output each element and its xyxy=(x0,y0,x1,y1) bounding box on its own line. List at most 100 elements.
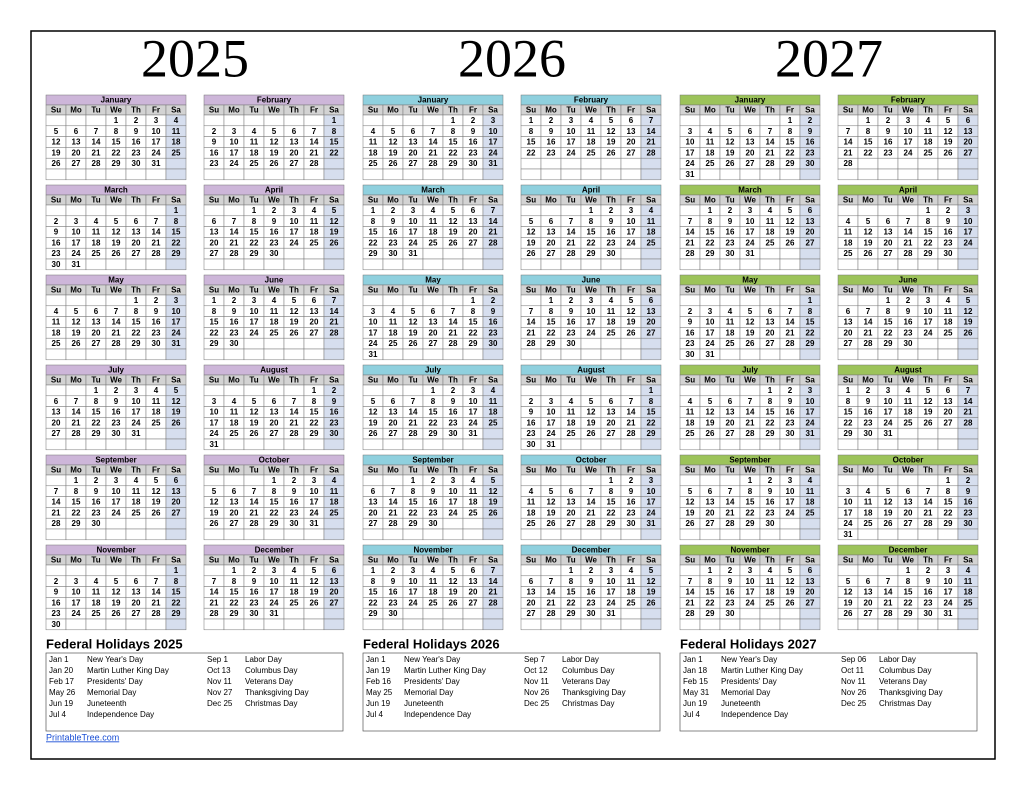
day-number: 11 xyxy=(567,408,576,417)
day-number: 1 xyxy=(846,386,851,395)
day-number: 27 xyxy=(547,249,556,258)
day-number: 4 xyxy=(708,127,713,136)
day-cell xyxy=(580,474,602,487)
day-number: 18 xyxy=(270,318,279,327)
day-number: 28 xyxy=(686,249,695,258)
day-number: 24 xyxy=(72,609,81,618)
day-cell xyxy=(203,348,225,361)
day-number: 7 xyxy=(154,217,159,226)
day-cell xyxy=(263,384,285,397)
day-number: 9 xyxy=(926,577,931,586)
weekday-label: Fr xyxy=(152,376,160,385)
day-number: 2 xyxy=(886,116,891,125)
day-cell xyxy=(520,348,542,361)
day-number: 9 xyxy=(94,487,99,496)
day-number: 2 xyxy=(114,386,119,395)
day-number: 28 xyxy=(250,519,259,528)
day-cell xyxy=(560,348,582,361)
day-number: 11 xyxy=(389,318,398,327)
day-number: 13 xyxy=(746,138,755,147)
day-cell xyxy=(897,348,919,361)
day-number: 21 xyxy=(449,328,458,337)
day-number: 27 xyxy=(469,598,478,607)
day-cell xyxy=(739,438,761,451)
day-number: 20 xyxy=(132,238,141,247)
day-number: 13 xyxy=(904,498,913,507)
day-cell xyxy=(65,528,87,541)
day-number: 14 xyxy=(489,577,498,586)
day-number: 11 xyxy=(250,138,259,147)
day-number: 25 xyxy=(330,508,339,517)
day-number: 18 xyxy=(944,318,953,327)
day-number: 28 xyxy=(567,249,576,258)
weekday-label: Tu xyxy=(249,466,258,475)
day-number: 2 xyxy=(134,116,139,125)
day-number: 9 xyxy=(788,397,793,406)
day-number: 24 xyxy=(152,148,161,157)
day-number: 6 xyxy=(846,307,851,316)
day-number: 13 xyxy=(806,217,815,226)
day-number: 17 xyxy=(310,498,319,507)
holiday-name: Memorial Day xyxy=(721,688,770,697)
weekday-label: Fr xyxy=(786,466,794,475)
day-number: 27 xyxy=(72,159,81,168)
weekday-label: Sa xyxy=(963,106,973,115)
day-number: 30 xyxy=(904,339,913,348)
day-number: 9 xyxy=(391,577,396,586)
day-number: 17 xyxy=(786,498,795,507)
day-number: 27 xyxy=(389,429,398,438)
day-number: 8 xyxy=(768,397,773,406)
day-number: 19 xyxy=(607,138,616,147)
day-number: 16 xyxy=(686,328,695,337)
day-cell xyxy=(640,247,662,260)
day-number: 1 xyxy=(371,206,376,215)
weekday-label: Sa xyxy=(963,556,973,565)
day-number: 21 xyxy=(152,238,161,247)
day-cell xyxy=(45,114,67,127)
day-number: 1 xyxy=(332,116,337,125)
day-number: 14 xyxy=(844,138,853,147)
day-number: 15 xyxy=(607,498,616,507)
day-number: 21 xyxy=(746,418,755,427)
day-number: 11 xyxy=(527,498,536,507)
holiday-date: Dec 25 xyxy=(524,699,550,708)
day-number: 22 xyxy=(369,238,378,247)
day-number: 4 xyxy=(589,116,594,125)
day-number: 30 xyxy=(52,620,61,629)
day-cell xyxy=(937,337,959,350)
month-name: February xyxy=(891,96,926,105)
weekday-label: Fr xyxy=(944,286,952,295)
day-number: 24 xyxy=(112,508,121,517)
day-number: 14 xyxy=(766,138,775,147)
day-number: 28 xyxy=(726,519,735,528)
day-cell xyxy=(520,474,542,487)
weekday-label: Th xyxy=(131,106,141,115)
day-number: 1 xyxy=(174,206,179,215)
day-number: 3 xyxy=(154,116,159,125)
day-number: 8 xyxy=(549,307,554,316)
day-number: 20 xyxy=(172,498,181,507)
footer-link[interactable]: PrintableTree.com xyxy=(46,732,119,742)
day-number: 18 xyxy=(290,588,299,597)
day-number: 10 xyxy=(250,307,259,316)
day-number: 15 xyxy=(527,138,536,147)
day-number: 28 xyxy=(924,519,933,528)
day-number: 14 xyxy=(786,318,795,327)
day-number: 16 xyxy=(330,408,339,417)
day-number: 29 xyxy=(132,339,141,348)
day-cell xyxy=(283,528,305,541)
day-number: 25 xyxy=(726,339,735,348)
day-number: 24 xyxy=(230,159,239,168)
month-name: August xyxy=(894,366,922,375)
day-number: 15 xyxy=(469,318,478,327)
day-cell xyxy=(897,618,919,631)
day-number: 15 xyxy=(409,498,418,507)
day-cell xyxy=(520,618,542,631)
day-number: 28 xyxy=(230,249,239,258)
day-number: 19 xyxy=(786,588,795,597)
day-cell xyxy=(203,474,225,487)
weekday-label: Sa xyxy=(963,196,973,205)
weekday-label: Tu xyxy=(566,286,575,295)
day-number: 24 xyxy=(686,159,695,168)
